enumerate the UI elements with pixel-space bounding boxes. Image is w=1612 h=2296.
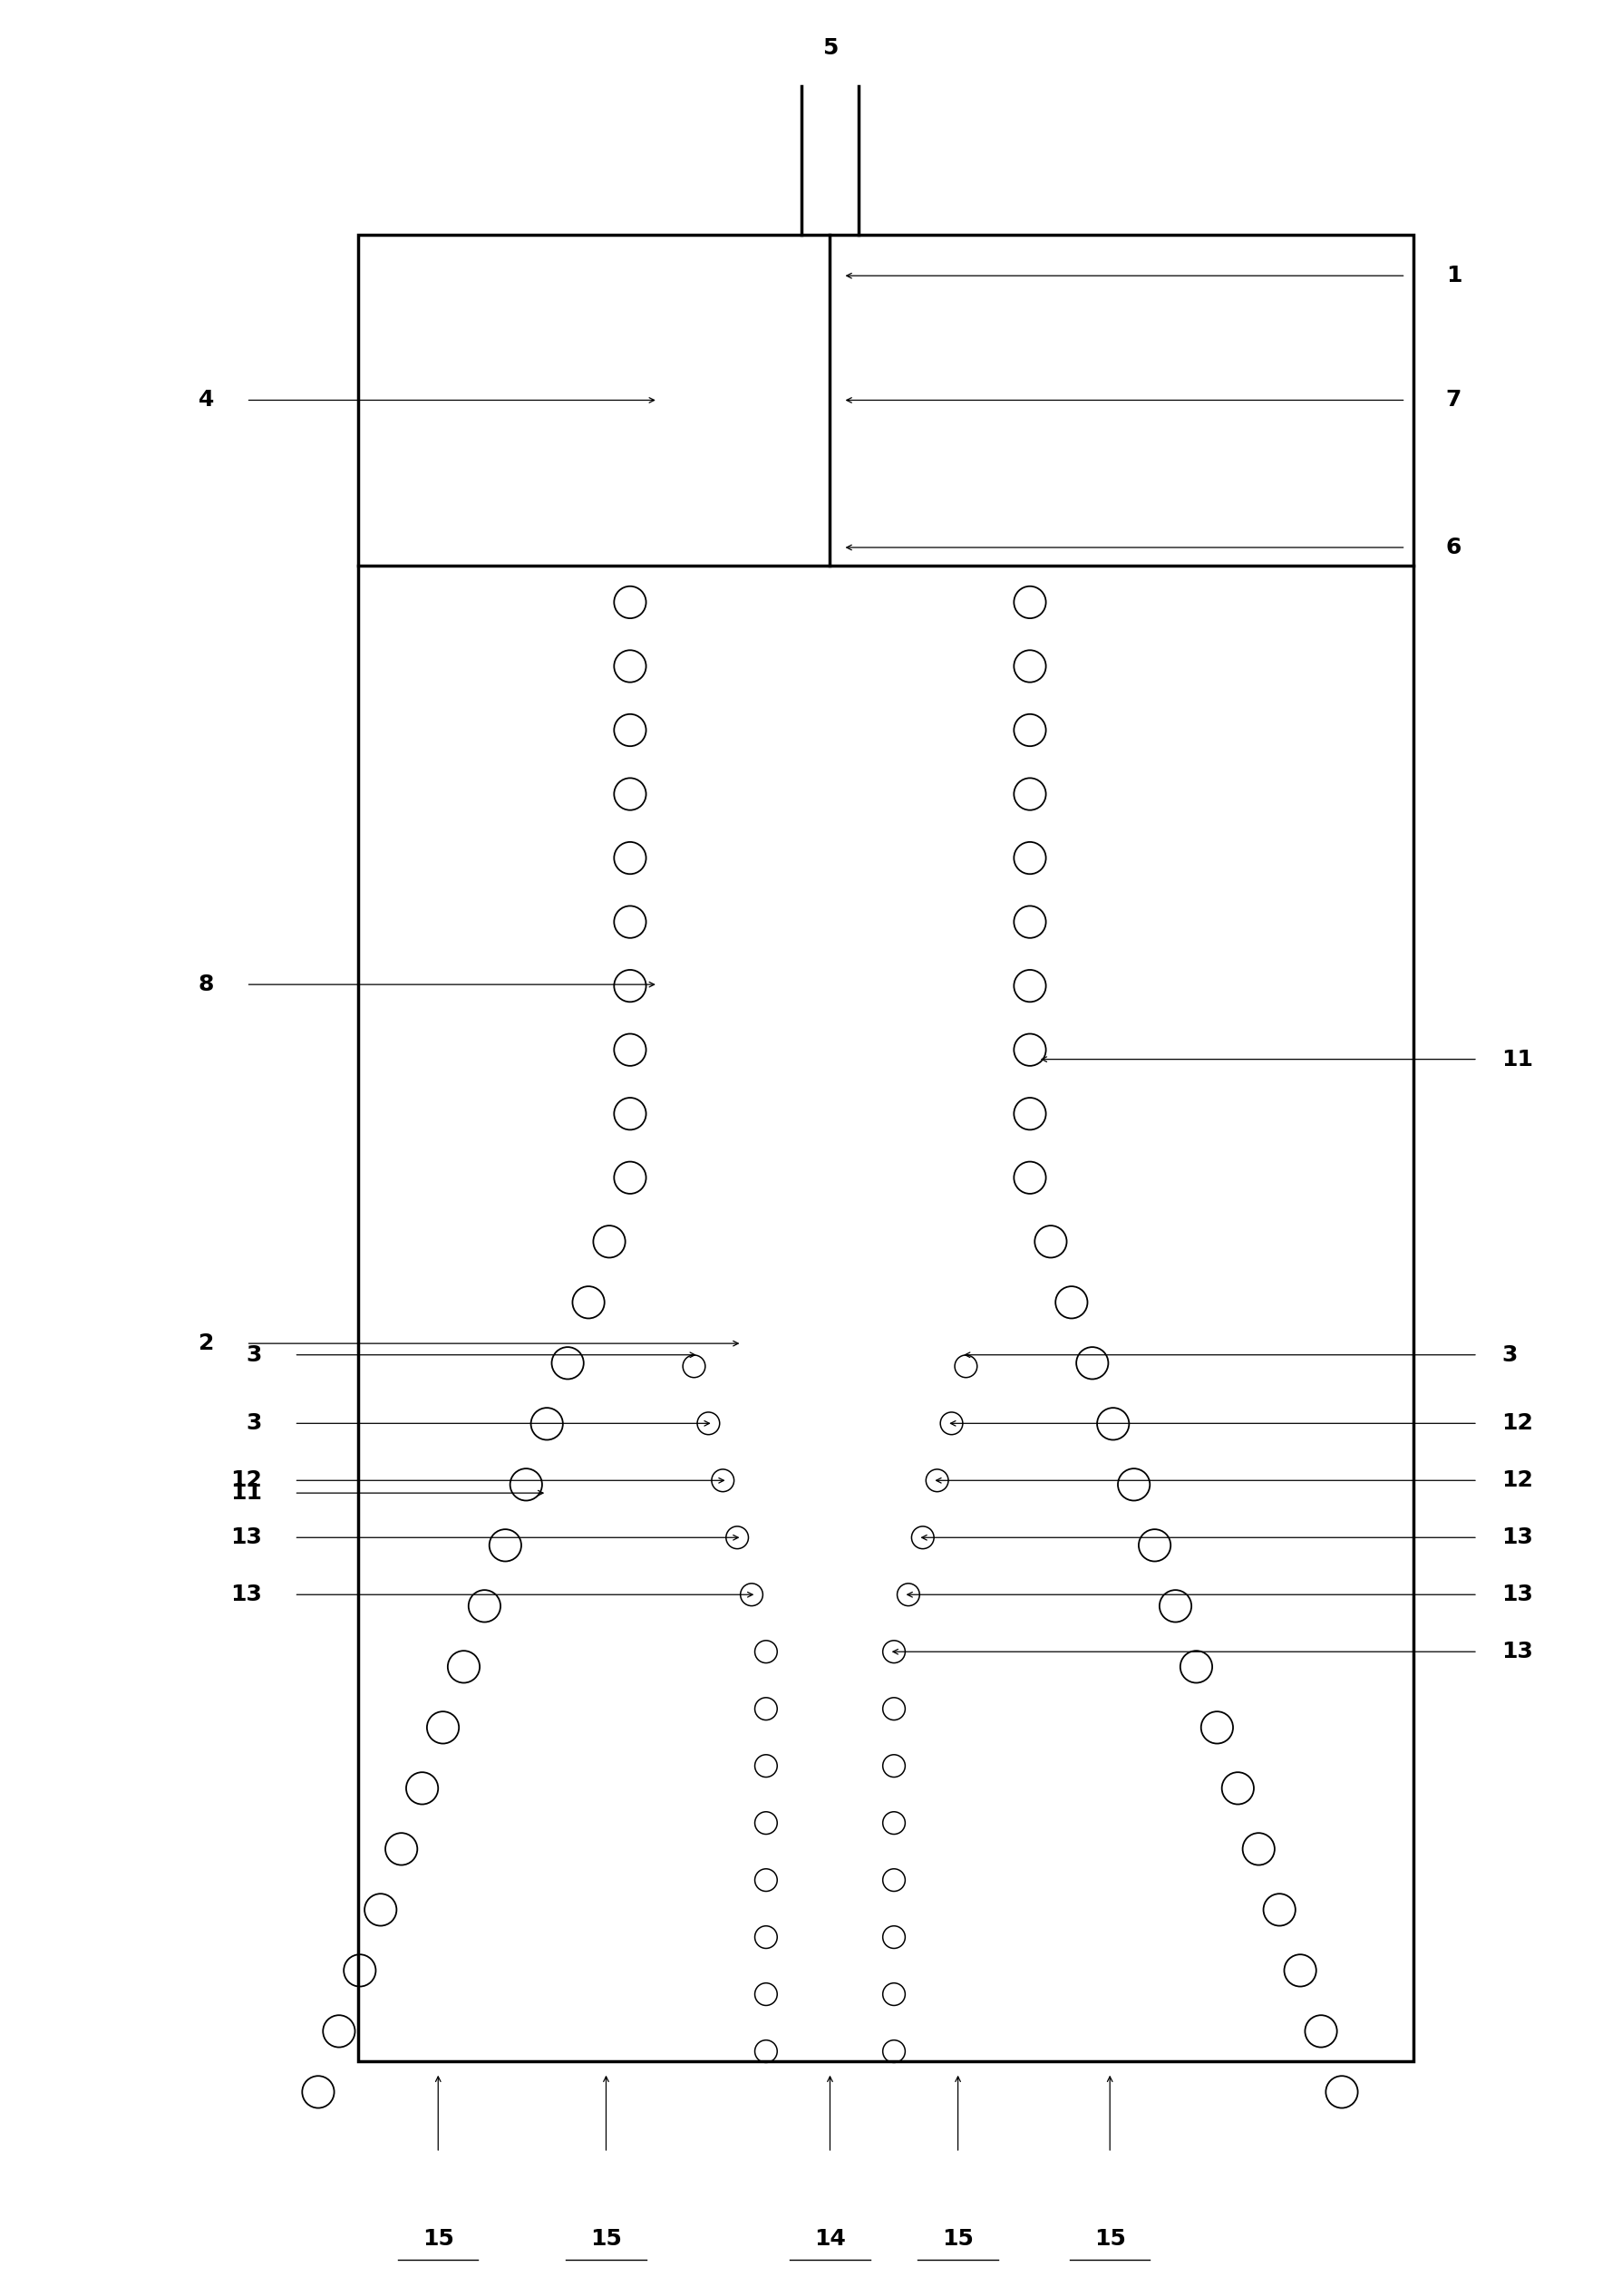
Text: 15: 15	[590, 2227, 622, 2250]
Text: 13: 13	[231, 1584, 263, 1605]
Text: 11: 11	[231, 1483, 263, 1504]
Text: 13: 13	[1502, 1527, 1533, 1548]
Text: 7: 7	[1446, 390, 1462, 411]
Text: 1: 1	[1446, 264, 1462, 287]
Text: 15: 15	[1095, 2227, 1125, 2250]
Text: 12: 12	[231, 1469, 263, 1492]
Text: 8: 8	[198, 974, 214, 996]
Text: 13: 13	[231, 1527, 263, 1548]
Text: 12: 12	[1502, 1469, 1533, 1492]
Text: 3: 3	[1502, 1343, 1517, 1366]
Text: 2: 2	[198, 1332, 214, 1355]
Text: 3: 3	[247, 1343, 263, 1366]
Text: 15: 15	[422, 2227, 455, 2250]
Text: 13: 13	[1502, 1642, 1533, 1662]
Text: 13: 13	[1502, 1584, 1533, 1605]
Text: 4: 4	[198, 390, 214, 411]
Text: 15: 15	[941, 2227, 974, 2250]
Text: 3: 3	[247, 1412, 263, 1435]
Text: 12: 12	[1502, 1412, 1533, 1435]
Text: 11: 11	[1502, 1049, 1533, 1070]
Text: 14: 14	[814, 2227, 846, 2250]
Text: 6: 6	[1446, 537, 1462, 558]
Text: 5: 5	[822, 37, 838, 60]
